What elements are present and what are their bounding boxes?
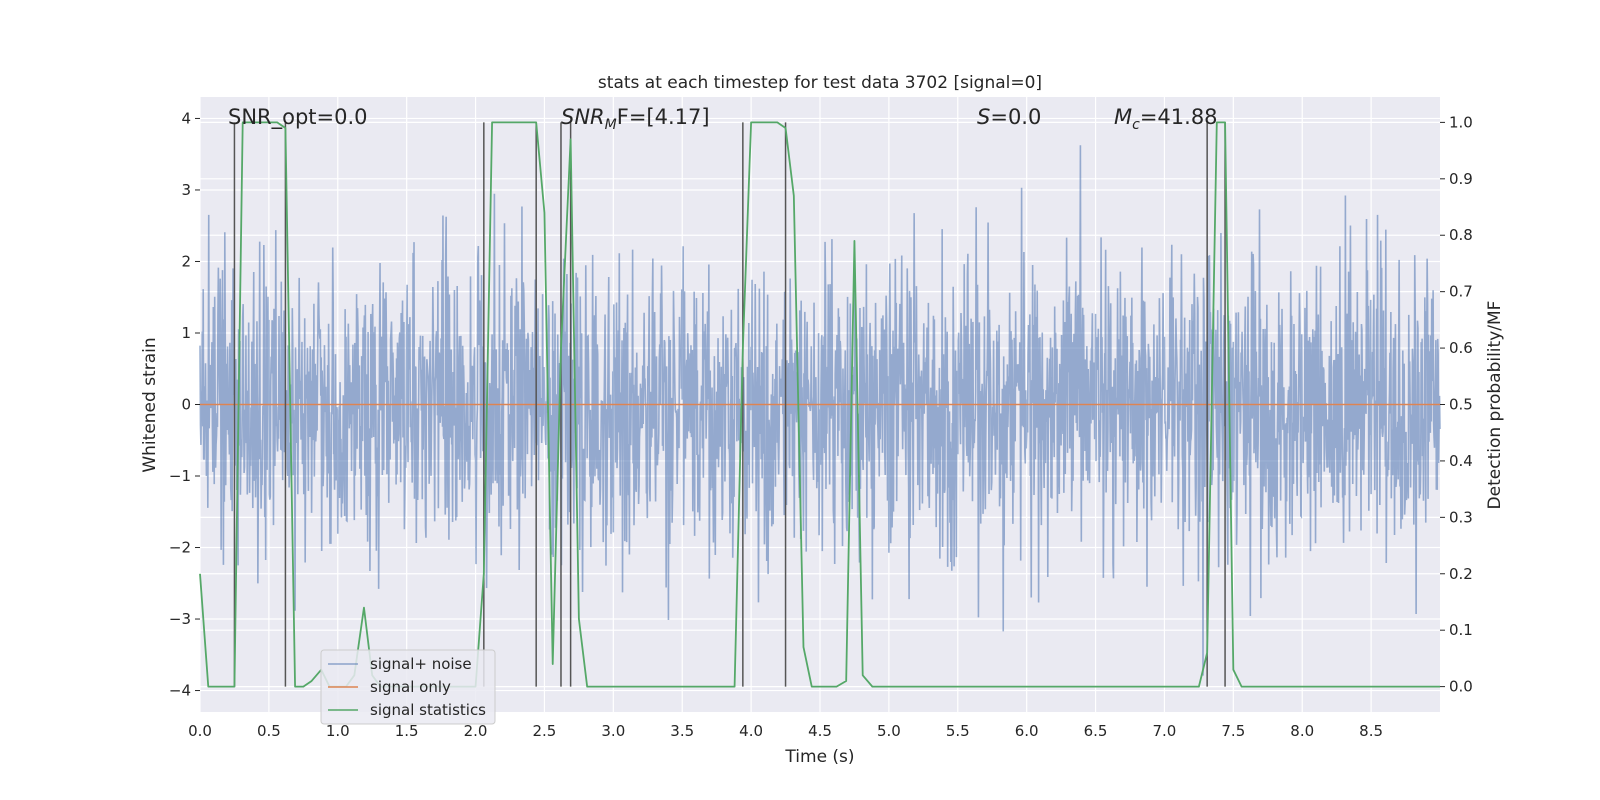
x-tick-label: 1.5: [395, 722, 419, 740]
legend-label-signal-only: signal only: [370, 678, 451, 696]
x-tick-label: 4.0: [739, 722, 763, 740]
x-tick-label: 6.5: [1084, 722, 1108, 740]
y-tick-label: 4: [181, 109, 191, 127]
y2-tick-label: 0.0: [1449, 678, 1473, 696]
y-axis-ticks: 4 3 2 1 0 −1 −2 −3 −4: [169, 109, 200, 700]
legend-box: [320, 649, 496, 725]
y2-tick-label: 0.2: [1449, 565, 1473, 583]
x-tick-label: 3.0: [601, 722, 625, 740]
annotation-mc: Mc=41.88: [1114, 105, 1218, 133]
legend-label-signal-statistics: signal statistics: [370, 701, 486, 719]
y-tick-label: 1: [181, 324, 191, 342]
y2-tick-label: 0.1: [1449, 621, 1473, 639]
y2-tick-label: 0.4: [1449, 452, 1473, 470]
x-axis-ticks: 0.0 0.5 1.0 1.5 2.0 2.5 3.0 3.5 4.0 4.5 5.0 5.5 6.0 6…: [188, 722, 1383, 740]
x-tick-label: 8.0: [1290, 722, 1314, 740]
y2-tick-label: 0.8: [1449, 226, 1473, 244]
signal-noise-series: [199, 145, 1441, 676]
y2-tick-label: 0.5: [1449, 396, 1473, 414]
x-tick-label: 0.0: [188, 722, 212, 740]
y2-tick-label: 1.0: [1449, 113, 1473, 131]
x-tick-label: 5.5: [946, 722, 970, 740]
annotation-mc-sub: c: [1132, 117, 1140, 133]
signal-noise-line: [199, 145, 1441, 676]
y-tick-label: −1: [169, 467, 191, 485]
event-markers: [233, 122, 1226, 687]
x-tick-label: 3.5: [670, 722, 694, 740]
legend: signal+ noise signal only signal statist…: [320, 649, 496, 725]
y2-axis-label: Detection probability/MF: [1485, 301, 1505, 510]
annotation-s: S=0.0: [977, 105, 1041, 129]
y-tick-label: 2: [181, 252, 191, 270]
x-tick-label: 8.5: [1359, 722, 1383, 740]
y2-axis-ticks: 1.0 0.9 0.8 0.7 0.6 0.5 0.4 0.3 0.2 0.1 0.0: [1440, 113, 1473, 696]
y-tick-label: −4: [169, 682, 191, 700]
x-tick-label: 7.0: [1153, 722, 1177, 740]
y2-tick-label: 0.7: [1449, 283, 1473, 301]
x-tick-label: 6.0: [1015, 722, 1039, 740]
x-tick-label: 5.0: [877, 722, 901, 740]
annotation-snr-mf-value: F=[4.17]: [617, 105, 710, 129]
x-tick-label: 7.5: [1221, 722, 1245, 740]
y2-tick-label: 0.9: [1449, 170, 1473, 188]
annotation-s-value: =0.0: [990, 105, 1041, 129]
annotation-s-var: S: [977, 105, 990, 129]
x-tick-label: 4.5: [808, 722, 832, 740]
y-tick-label: 3: [181, 181, 191, 199]
x-tick-label: 1.0: [326, 722, 350, 740]
x-tick-label: 0.5: [257, 722, 281, 740]
annotation-snr-opt: SNR_opt=0.0: [228, 105, 368, 130]
annotation-mc-value: =41.88: [1140, 105, 1218, 129]
legend-label-signal-noise: signal+ noise: [370, 655, 472, 673]
chart-title: stats at each timestep for test data 370…: [598, 73, 1042, 93]
annotation-snr-mf: SNRMF=[4.17]: [561, 105, 710, 133]
y-axis-label: Whitened strain: [140, 337, 160, 472]
x-axis-label: Time (s): [784, 747, 854, 767]
y-tick-label: 0: [181, 396, 191, 414]
y2-tick-label: 0.6: [1449, 339, 1473, 357]
x-tick-label: 2.0: [464, 722, 488, 740]
annotation-snr-mf-sub: M: [605, 117, 617, 133]
x-tick-label: 2.5: [533, 722, 557, 740]
annotation-snr-mf-base: SNR: [561, 105, 605, 129]
y-tick-label: −3: [169, 610, 191, 628]
annotation-mc-var: M: [1114, 105, 1132, 129]
y2-tick-label: 0.3: [1449, 508, 1473, 526]
y-tick-label: −2: [169, 539, 191, 557]
